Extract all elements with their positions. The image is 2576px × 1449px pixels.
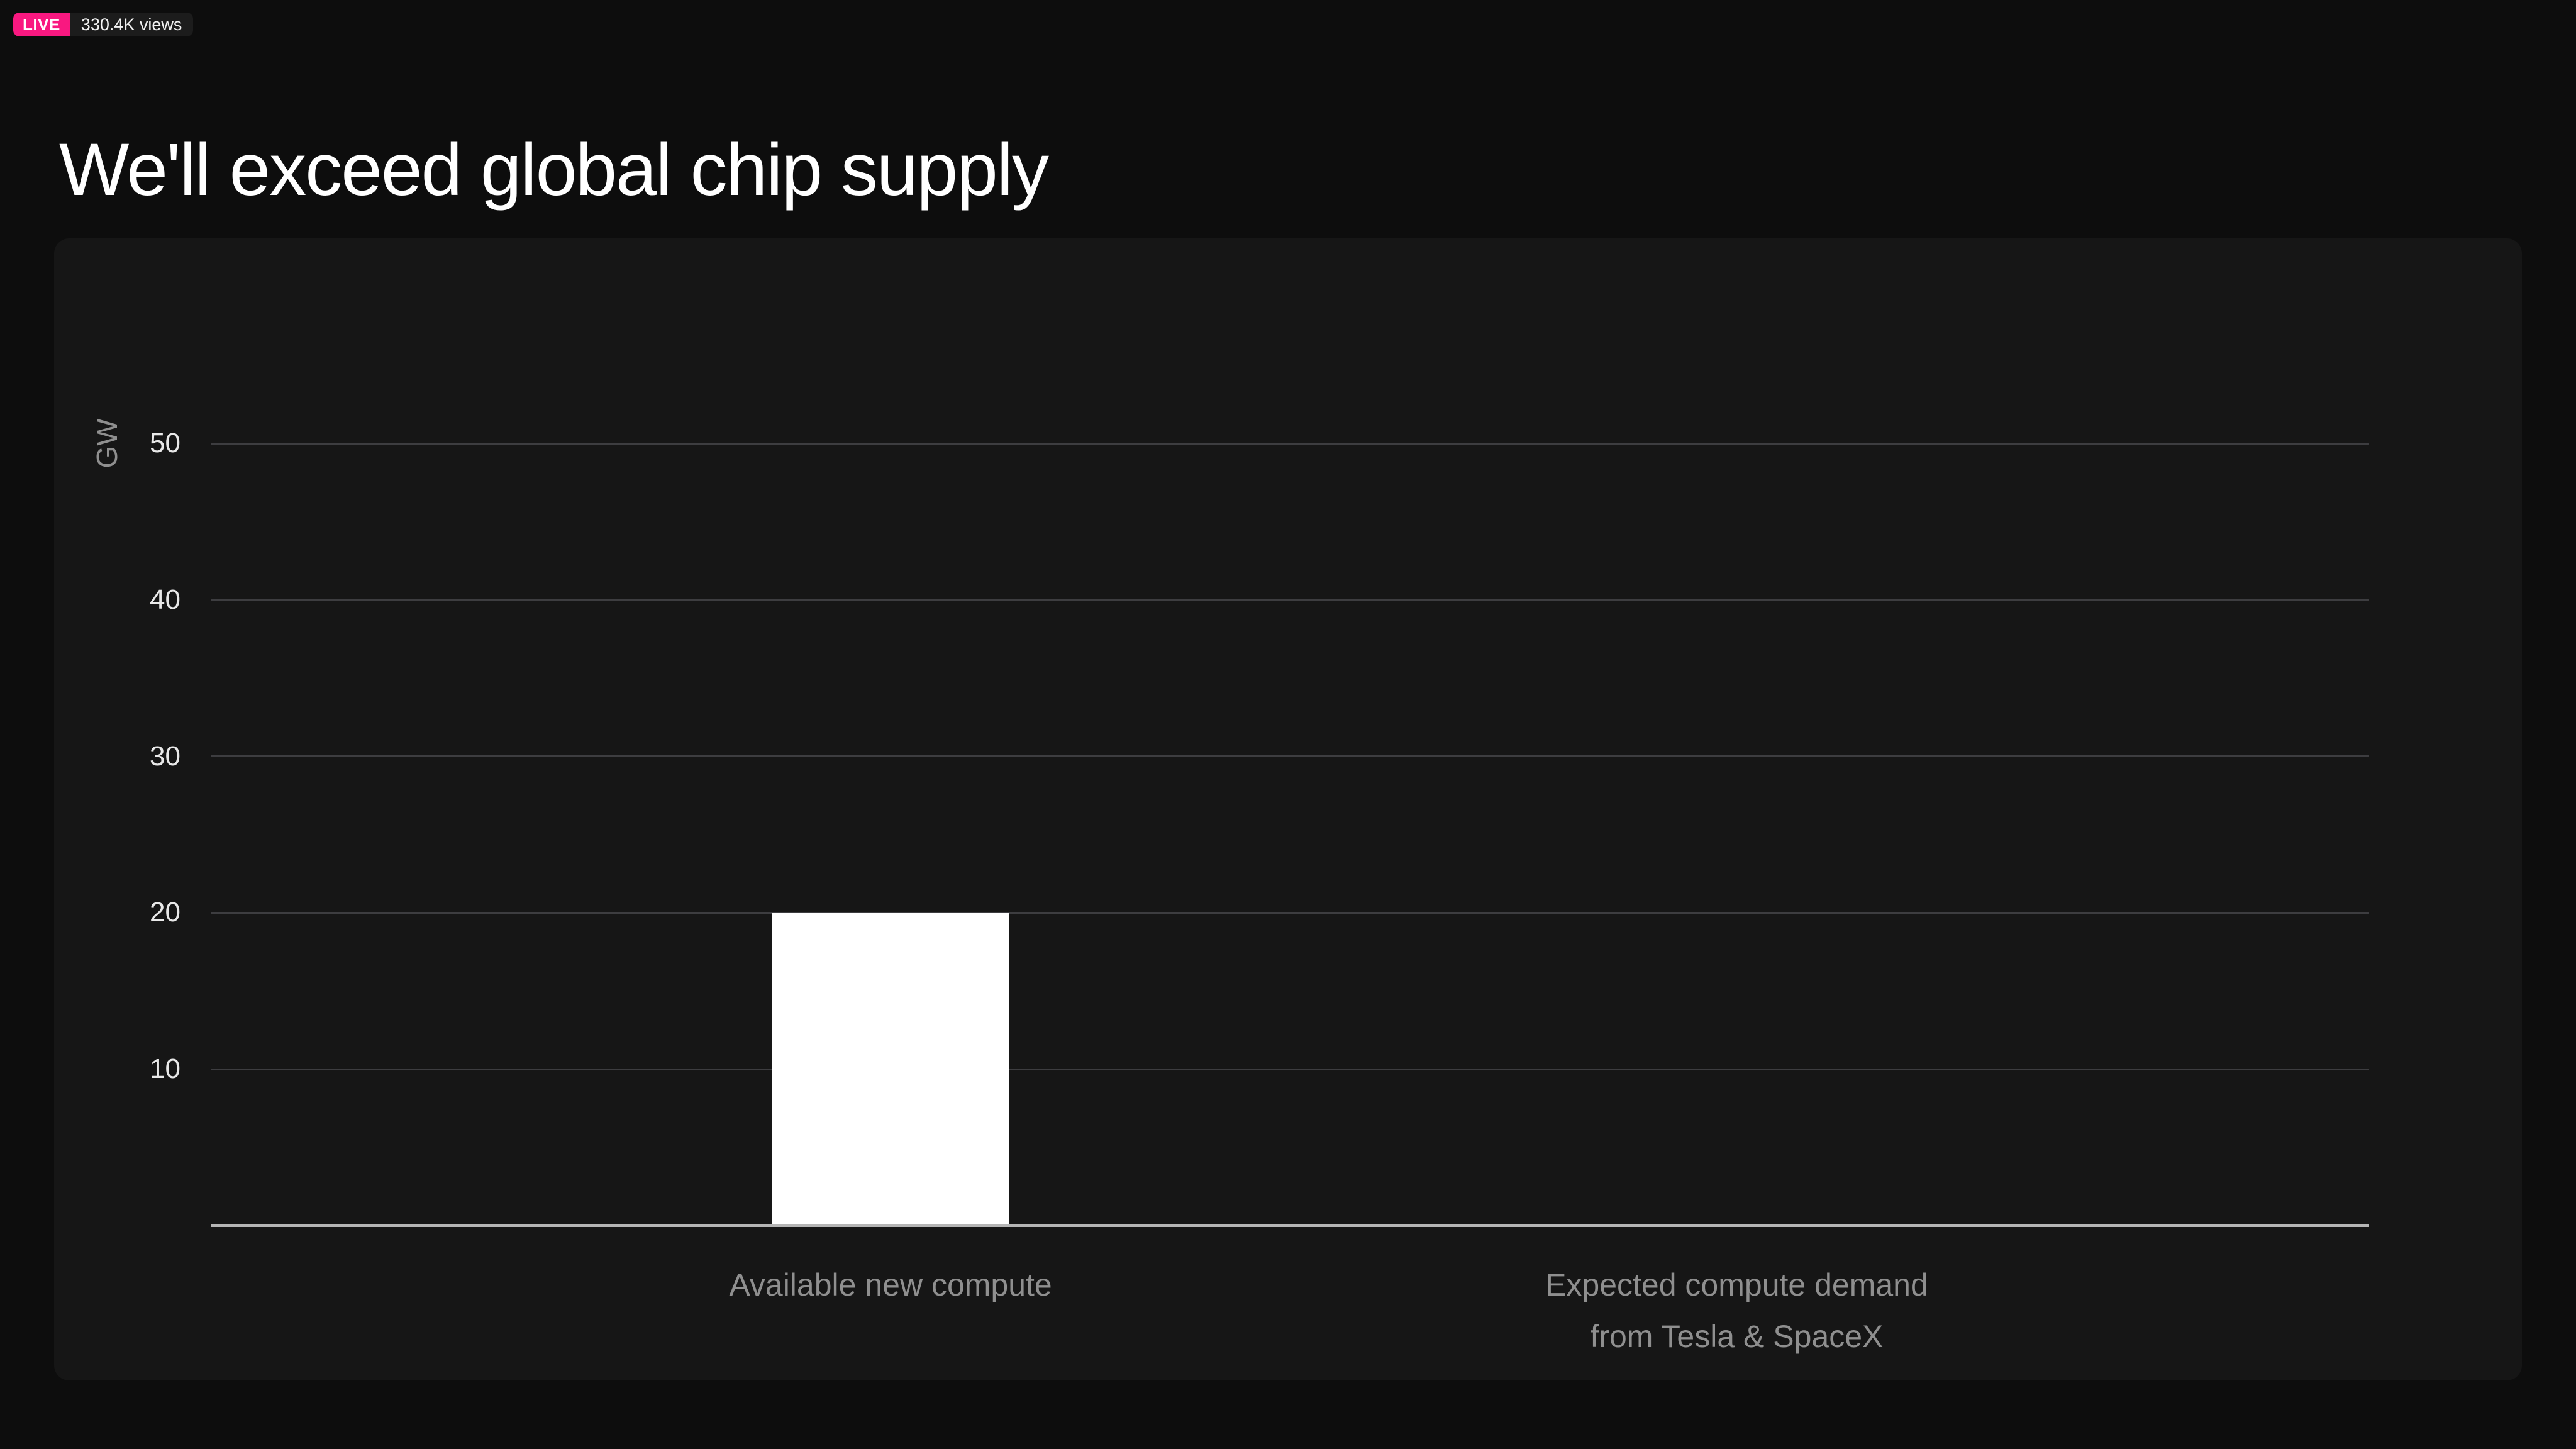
views-count-badge: 330.4K views [69,13,194,36]
y-tick-label-40: 40 [150,584,180,615]
gridline-50 [211,442,2369,445]
slide-title: We'll exceed global chip supply [59,128,1049,212]
gridline-40 [211,599,2369,601]
y-tick-label-10: 10 [150,1053,180,1085]
y-tick-label-20: 20 [150,897,180,928]
gridline-20 [211,911,2369,914]
y-axis-title: GW [91,418,123,469]
live-badge: LIVE [13,13,70,36]
x-axis-line [211,1224,2369,1227]
category-label-1: Expected compute demand from Tesla & Spa… [1545,1267,1928,1354]
y-tick-label-50: 50 [150,428,180,458]
bar-0 [772,913,1010,1226]
gridline-30 [211,755,2369,758]
category-label-0: Available new compute [729,1267,1052,1302]
bar-chart-panel: 10 20 30 40 50 GW Available new compute Expecte… [54,238,2522,1380]
gridline-10 [211,1068,2369,1070]
live-status-bar: LIVE 330.4K views [13,13,194,36]
y-tick-label-30: 30 [150,740,180,772]
